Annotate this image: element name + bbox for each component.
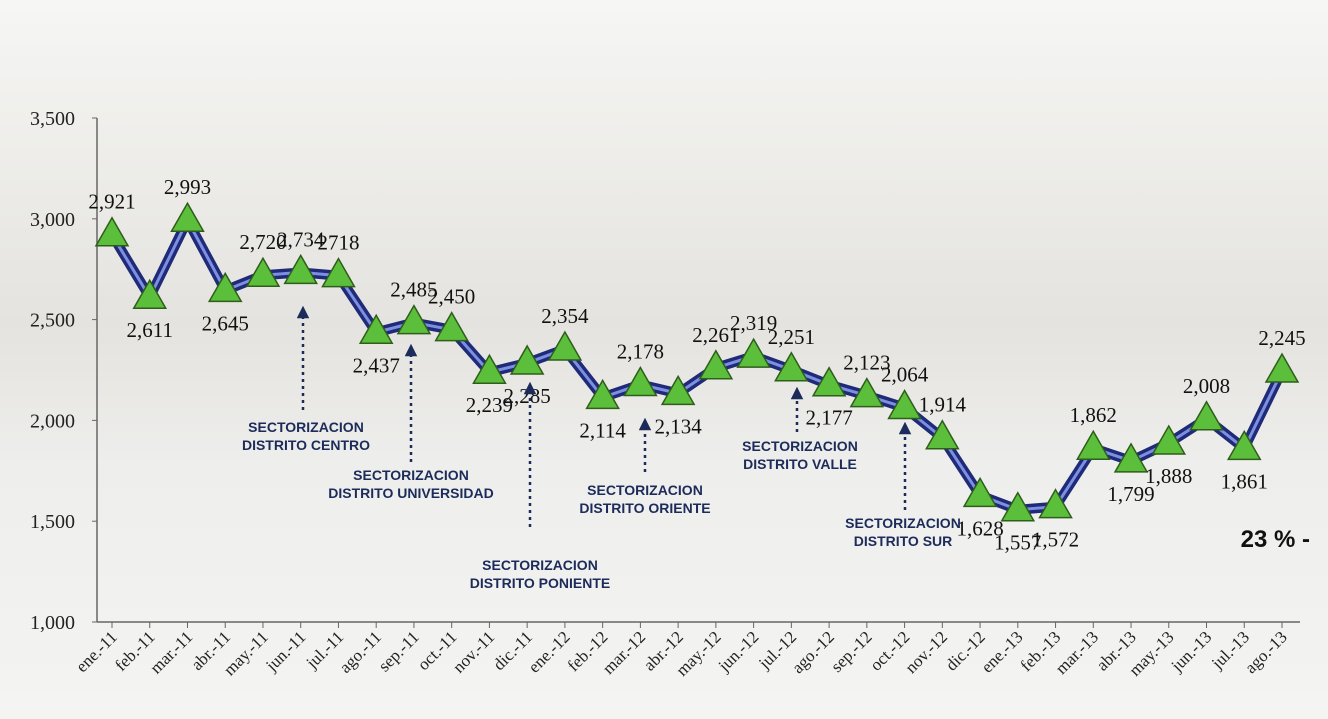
y-tick-label: 2,000 [30, 410, 75, 432]
marker [509, 344, 545, 375]
data-label: 2718 [317, 231, 359, 255]
marker [811, 366, 847, 397]
marker [585, 378, 620, 410]
data-label: 2,450 [428, 285, 475, 309]
annotation: DISTRITO SUR [854, 533, 953, 549]
marker [1189, 400, 1224, 431]
data-label: 2,921 [88, 190, 135, 214]
marker [321, 257, 356, 288]
annotation: DISTRITO CENTRO [242, 437, 370, 453]
marker [547, 330, 583, 361]
marker [170, 201, 205, 232]
data-label: 2,177 [805, 406, 852, 430]
annotation: SECTORIZACION [482, 557, 598, 573]
marker [1038, 488, 1073, 519]
annotation: SECTORIZACION [587, 482, 703, 498]
y-tick-label: 3,500 [30, 108, 75, 130]
y-tick-label: 2,500 [30, 310, 75, 332]
marker [925, 419, 960, 450]
marker [736, 337, 771, 368]
marker [434, 311, 469, 342]
annotation: DISTRITO ORIENTE [579, 500, 710, 516]
marker [1226, 429, 1262, 461]
annotation: DISTRITO UNIVERSIDAD [328, 485, 493, 501]
data-label: 2,239 [466, 393, 513, 417]
marker [245, 256, 281, 287]
marker [849, 377, 885, 408]
annotation: SECTORIZACION [248, 419, 364, 435]
data-label: 2,251 [768, 325, 815, 349]
data-label: 2,261 [692, 323, 739, 347]
marker [283, 253, 319, 285]
marker [358, 313, 394, 345]
data-label: 1,628 [956, 516, 1003, 540]
marker [1075, 429, 1111, 460]
marker [1000, 491, 1036, 522]
annotation: SECTORIZACION [353, 467, 469, 483]
annotation: DISTRITO VALLE [743, 456, 857, 472]
data-label: 2,134 [655, 414, 703, 438]
data-label: 2,008 [1183, 374, 1230, 398]
marker [774, 351, 809, 382]
data-label: 1,914 [919, 393, 967, 417]
marker [207, 271, 243, 303]
data-label: 2,437 [353, 353, 400, 377]
data-label: 2,114 [579, 418, 626, 442]
data-label: 2,720 [239, 230, 286, 254]
y-tick-label: 3,000 [30, 209, 75, 231]
data-label: 2,734 [277, 227, 325, 251]
annotation: SECTORIZACION [742, 438, 858, 454]
y-tick-label: 1,000 [30, 612, 75, 634]
annotation: DISTRITO PONIENTE [470, 575, 611, 591]
y-tick-label: 1,500 [30, 511, 75, 533]
data-label: 2,178 [617, 340, 664, 364]
annotation: SECTORIZACION [845, 515, 961, 531]
marker [962, 476, 998, 508]
data-label: 2,064 [881, 362, 929, 386]
data-label: 2,354 [541, 304, 589, 328]
marker [887, 388, 922, 420]
data-label: 1,861 [1221, 469, 1268, 493]
marker [1113, 442, 1149, 473]
data-label: 2,285 [504, 384, 551, 408]
note: 23 % - [1241, 526, 1310, 553]
data-label: 1,888 [1145, 464, 1192, 488]
data-label: 2,319 [730, 311, 777, 335]
marker [94, 216, 130, 247]
marker [1264, 352, 1300, 383]
data-label: 1,799 [1107, 482, 1154, 506]
marker [660, 374, 696, 406]
marker [132, 278, 168, 309]
marker [623, 366, 658, 397]
data-label: 1,557 [994, 531, 1041, 555]
marker [698, 349, 734, 380]
data-label: 2,993 [164, 175, 211, 199]
data-label: 2,645 [202, 311, 249, 335]
data-label: 1,862 [1070, 403, 1117, 427]
data-label: 2,611 [126, 318, 172, 342]
marker [472, 353, 507, 384]
marker [1151, 424, 1187, 455]
marker [396, 304, 432, 335]
data-label: 2,245 [1258, 326, 1305, 350]
data-label: 2,123 [843, 351, 890, 375]
data-label: 2,485 [390, 278, 437, 302]
data-label: 1,572 [1032, 528, 1079, 552]
